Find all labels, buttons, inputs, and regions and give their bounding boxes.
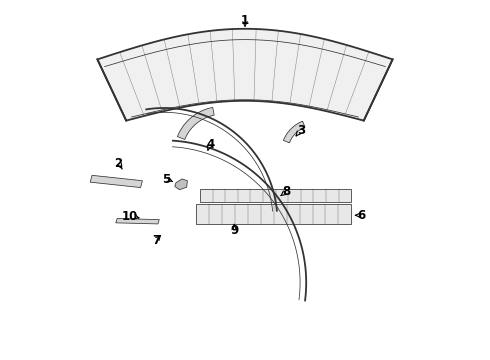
Polygon shape bbox=[177, 107, 214, 140]
Polygon shape bbox=[116, 219, 159, 224]
Text: 1: 1 bbox=[241, 14, 249, 27]
Text: 6: 6 bbox=[358, 209, 366, 222]
Text: 3: 3 bbox=[297, 124, 305, 137]
Polygon shape bbox=[283, 121, 305, 143]
Text: 2: 2 bbox=[114, 157, 122, 170]
FancyBboxPatch shape bbox=[200, 189, 351, 202]
Text: 4: 4 bbox=[206, 138, 214, 150]
Polygon shape bbox=[98, 29, 392, 121]
Text: 7: 7 bbox=[152, 234, 160, 247]
Text: 8: 8 bbox=[282, 185, 291, 198]
FancyBboxPatch shape bbox=[196, 204, 351, 224]
Text: 10: 10 bbox=[122, 210, 138, 222]
Polygon shape bbox=[90, 175, 143, 188]
Polygon shape bbox=[175, 179, 187, 190]
Text: 5: 5 bbox=[162, 173, 171, 186]
Text: 9: 9 bbox=[230, 224, 238, 237]
